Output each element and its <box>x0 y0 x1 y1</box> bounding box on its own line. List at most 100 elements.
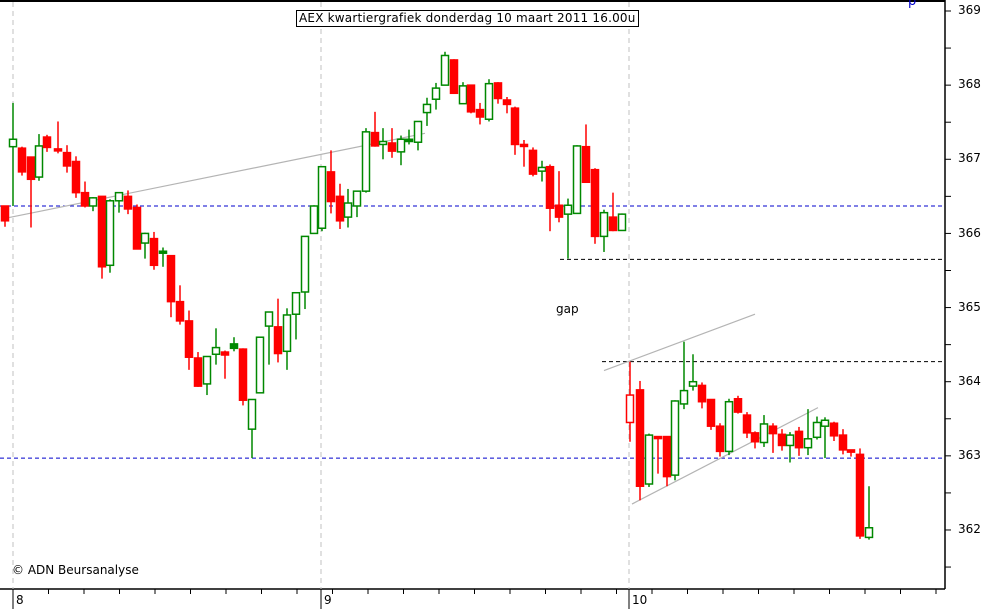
candle-body <box>114 191 124 202</box>
candle-body <box>317 165 327 229</box>
candle-body <box>581 145 591 184</box>
candle-body <box>820 419 830 427</box>
candle-body <box>404 138 414 143</box>
candle-body <box>17 147 27 173</box>
x-tick-label-day-8: 8 <box>16 593 24 607</box>
candle-body <box>309 205 319 235</box>
candle-body <box>572 145 582 215</box>
candle-body <box>140 232 150 244</box>
candle-body <box>34 145 44 178</box>
candle-body <box>361 131 371 192</box>
candle-body <box>475 108 485 118</box>
candle-body <box>42 136 52 149</box>
chart-title: AEX kwartiergrafiek donderdag 10 maart 2… <box>296 10 639 27</box>
candle-body <box>803 438 813 449</box>
candle-body <box>8 138 18 148</box>
candle-body <box>829 422 839 437</box>
candle-body <box>166 254 176 303</box>
candle-body <box>53 148 63 152</box>
candle-body <box>706 398 716 427</box>
candle-body <box>635 389 645 487</box>
candle-body <box>493 82 503 100</box>
candle-body <box>387 142 397 152</box>
candle-body <box>440 54 450 86</box>
candle-body <box>62 151 72 167</box>
price-marker-label: p <box>908 0 917 9</box>
candle-body <box>670 400 680 476</box>
candle-body <box>838 434 848 451</box>
candle-body <box>537 166 547 172</box>
candle-body <box>759 423 769 444</box>
candle-body <box>123 195 133 210</box>
candle-body <box>563 204 573 215</box>
candle-body <box>724 400 734 453</box>
y-tick-label-364: 364 <box>958 374 981 388</box>
candle-body <box>449 59 459 95</box>
candle-body <box>742 414 752 434</box>
y-tick-label-363: 363 <box>958 448 981 462</box>
candle-body <box>733 398 743 413</box>
candle-body <box>220 351 230 356</box>
candle-body <box>202 355 212 385</box>
candle-body <box>105 200 115 267</box>
y-tick-label-362: 362 <box>958 522 981 536</box>
candle-body <box>777 433 787 447</box>
y-tick-label-365: 365 <box>958 300 981 314</box>
gap-annotation: gap <box>556 302 579 316</box>
candle-body <box>846 449 856 453</box>
candle-body <box>794 430 804 449</box>
candle-body <box>855 453 865 537</box>
x-tick-label-day-10: 10 <box>632 593 648 607</box>
candle-body <box>238 348 248 401</box>
candle-body <box>193 357 203 387</box>
candle-body <box>273 326 283 355</box>
candle-body <box>608 216 618 232</box>
candle-body <box>335 195 345 222</box>
candle-body <box>149 237 159 267</box>
y-tick-label-369: 369 <box>958 3 981 17</box>
candle-body <box>545 165 555 209</box>
candle-body <box>422 103 432 114</box>
candle-body <box>688 380 698 387</box>
trendline <box>3 132 426 220</box>
candle-body <box>291 291 301 315</box>
candle-body <box>229 343 239 350</box>
candle-body <box>715 425 725 453</box>
candle-body <box>662 435 672 478</box>
candle-body <box>625 394 635 424</box>
candle-body <box>484 82 494 120</box>
candle-body <box>653 435 663 440</box>
candle-body <box>282 314 292 353</box>
y-tick-label-367: 367 <box>958 151 981 165</box>
candle-body <box>396 138 406 153</box>
candle-body <box>352 190 362 207</box>
candle-body <box>510 107 520 146</box>
candle-body <box>812 421 822 439</box>
candle-body <box>343 202 353 218</box>
candle-body <box>617 213 627 232</box>
candle-body <box>697 384 707 403</box>
trendline <box>631 407 819 505</box>
candle-body <box>378 140 388 146</box>
candle-body <box>80 191 90 207</box>
candle-body <box>264 311 274 327</box>
candle-body <box>768 425 778 435</box>
candle-body <box>158 250 168 254</box>
candle-body <box>750 432 760 443</box>
copyright-label: © ADN Beursanalyse <box>12 563 139 577</box>
candle-body <box>26 156 36 181</box>
y-tick-label-366: 366 <box>958 226 981 240</box>
candle-body <box>71 160 81 194</box>
candle-body <box>590 168 600 238</box>
candle-body <box>519 143 529 148</box>
candle-body <box>247 398 257 430</box>
candle-body <box>0 205 10 222</box>
candle-body <box>528 149 538 175</box>
candle-body <box>554 204 564 218</box>
candle-body <box>88 197 98 207</box>
candle-body <box>300 235 310 293</box>
candle-body <box>326 171 336 203</box>
candle-body <box>413 120 423 143</box>
